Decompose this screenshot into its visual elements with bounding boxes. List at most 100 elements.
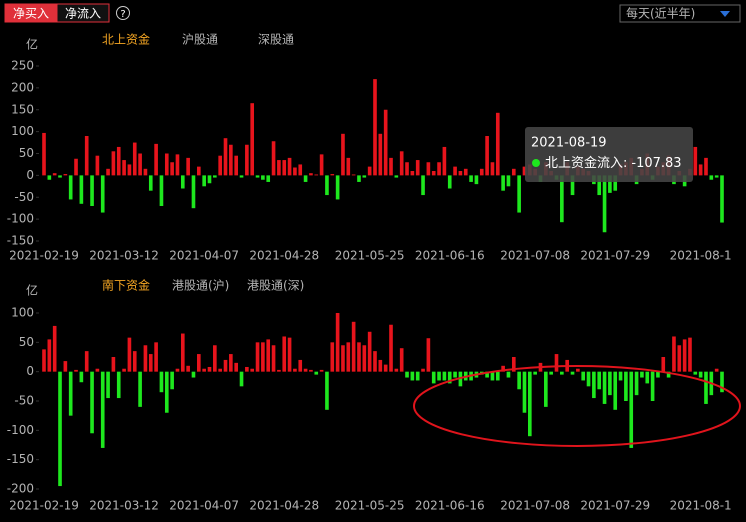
button-label[interactable]: 净买入 [13,7,49,21]
bar [239,371,244,387]
bar [106,371,110,399]
y-tick-label: -50 [14,190,34,204]
bar [325,175,329,196]
y-tick-label: 200 [11,80,34,94]
bar [367,331,372,372]
tooltip-line: 北上资金流入: -107.83 [545,155,682,171]
bar [122,160,126,176]
tooltip-date: 2021-08-19 [531,136,607,151]
bar [485,136,489,176]
bar [415,371,420,381]
bar [421,175,425,196]
bar [645,371,650,384]
legend-tab[interactable]: 港股通(沪) [172,279,229,293]
help-icon[interactable] [116,6,130,20]
bar [367,166,372,176]
legend-tab[interactable]: 南下资金 [102,278,150,293]
bar [618,371,623,381]
y-tick-label: 50 [19,335,34,349]
bar [554,354,559,372]
x-tick-label: 2021-04-28 [249,499,319,513]
bar [613,371,618,410]
bar [511,357,516,372]
bar [431,171,436,176]
button-label[interactable]: 净流入 [65,7,101,21]
bar [277,369,281,372]
bar [341,133,345,176]
tooltip: 2021-08-19 北上资金流入: -107.83 [525,127,693,182]
bar [100,371,105,448]
bar [522,166,527,176]
help-mark[interactable]: ? [120,9,125,20]
legend-tab[interactable]: 深股通 [258,33,294,47]
button-net-inflow[interactable] [56,3,110,23]
bar [378,359,383,372]
bar [373,351,377,372]
bar [495,112,500,176]
bar [490,162,495,176]
bar [410,371,415,381]
bar [394,368,399,372]
bar [84,136,89,176]
bar [677,345,682,372]
bar [389,324,393,372]
bar [608,371,612,396]
x-tick-label: 2021-07-29 [580,499,650,513]
bar [303,368,308,372]
x-tick-label: 2021-04-28 [249,249,319,263]
legend-tab[interactable]: 北上资金 [102,32,150,47]
bar [271,141,276,176]
bar [485,371,489,378]
legend-tab[interactable]: 沪股通 [182,33,218,47]
bar [293,167,297,176]
bar [74,158,78,176]
bar [90,371,94,434]
y-tick-label: -150 [7,452,34,466]
bar [223,138,228,176]
bar [544,371,548,407]
bar [229,354,233,372]
bar [58,175,62,178]
bar [319,369,324,372]
y-tick-label: 150 [11,102,34,116]
bar [549,371,553,375]
x-tick-label: 2021-04-07 [169,249,239,263]
bar [74,369,78,372]
dropdown-arrow[interactable] [720,11,730,17]
y-tick-label: -50 [14,394,34,408]
bar [282,160,287,176]
bar [52,173,57,176]
unit-label: 亿 [26,283,38,298]
bar [277,160,281,176]
bar [197,166,201,176]
bar [463,168,468,176]
bar [383,109,388,176]
bar [218,155,222,176]
bar [122,368,126,372]
bar [261,342,265,372]
bar [421,368,425,372]
bar [426,338,431,372]
bar [570,371,575,375]
bar [298,359,303,372]
bar [309,369,313,372]
x-tick-label: 2021-07-08 [500,249,570,263]
y-tick-label: -100 [7,423,34,437]
dropdown[interactable] [619,4,741,23]
bar [239,175,244,178]
bar [693,146,698,176]
bar [346,342,351,372]
bar [213,345,217,372]
x-tick-label: 2021-03-12 [89,499,159,513]
bar [191,175,196,209]
x-tick-label: 2021-02-19 [9,499,79,513]
bar [709,175,714,180]
bar [180,333,185,372]
bar [303,175,308,182]
bar [250,103,255,176]
bar [437,162,441,176]
legend-tab[interactable]: 港股通(深) [247,279,304,293]
dropdown-label[interactable]: 每天(近半年) [626,6,695,21]
bar [180,175,185,189]
